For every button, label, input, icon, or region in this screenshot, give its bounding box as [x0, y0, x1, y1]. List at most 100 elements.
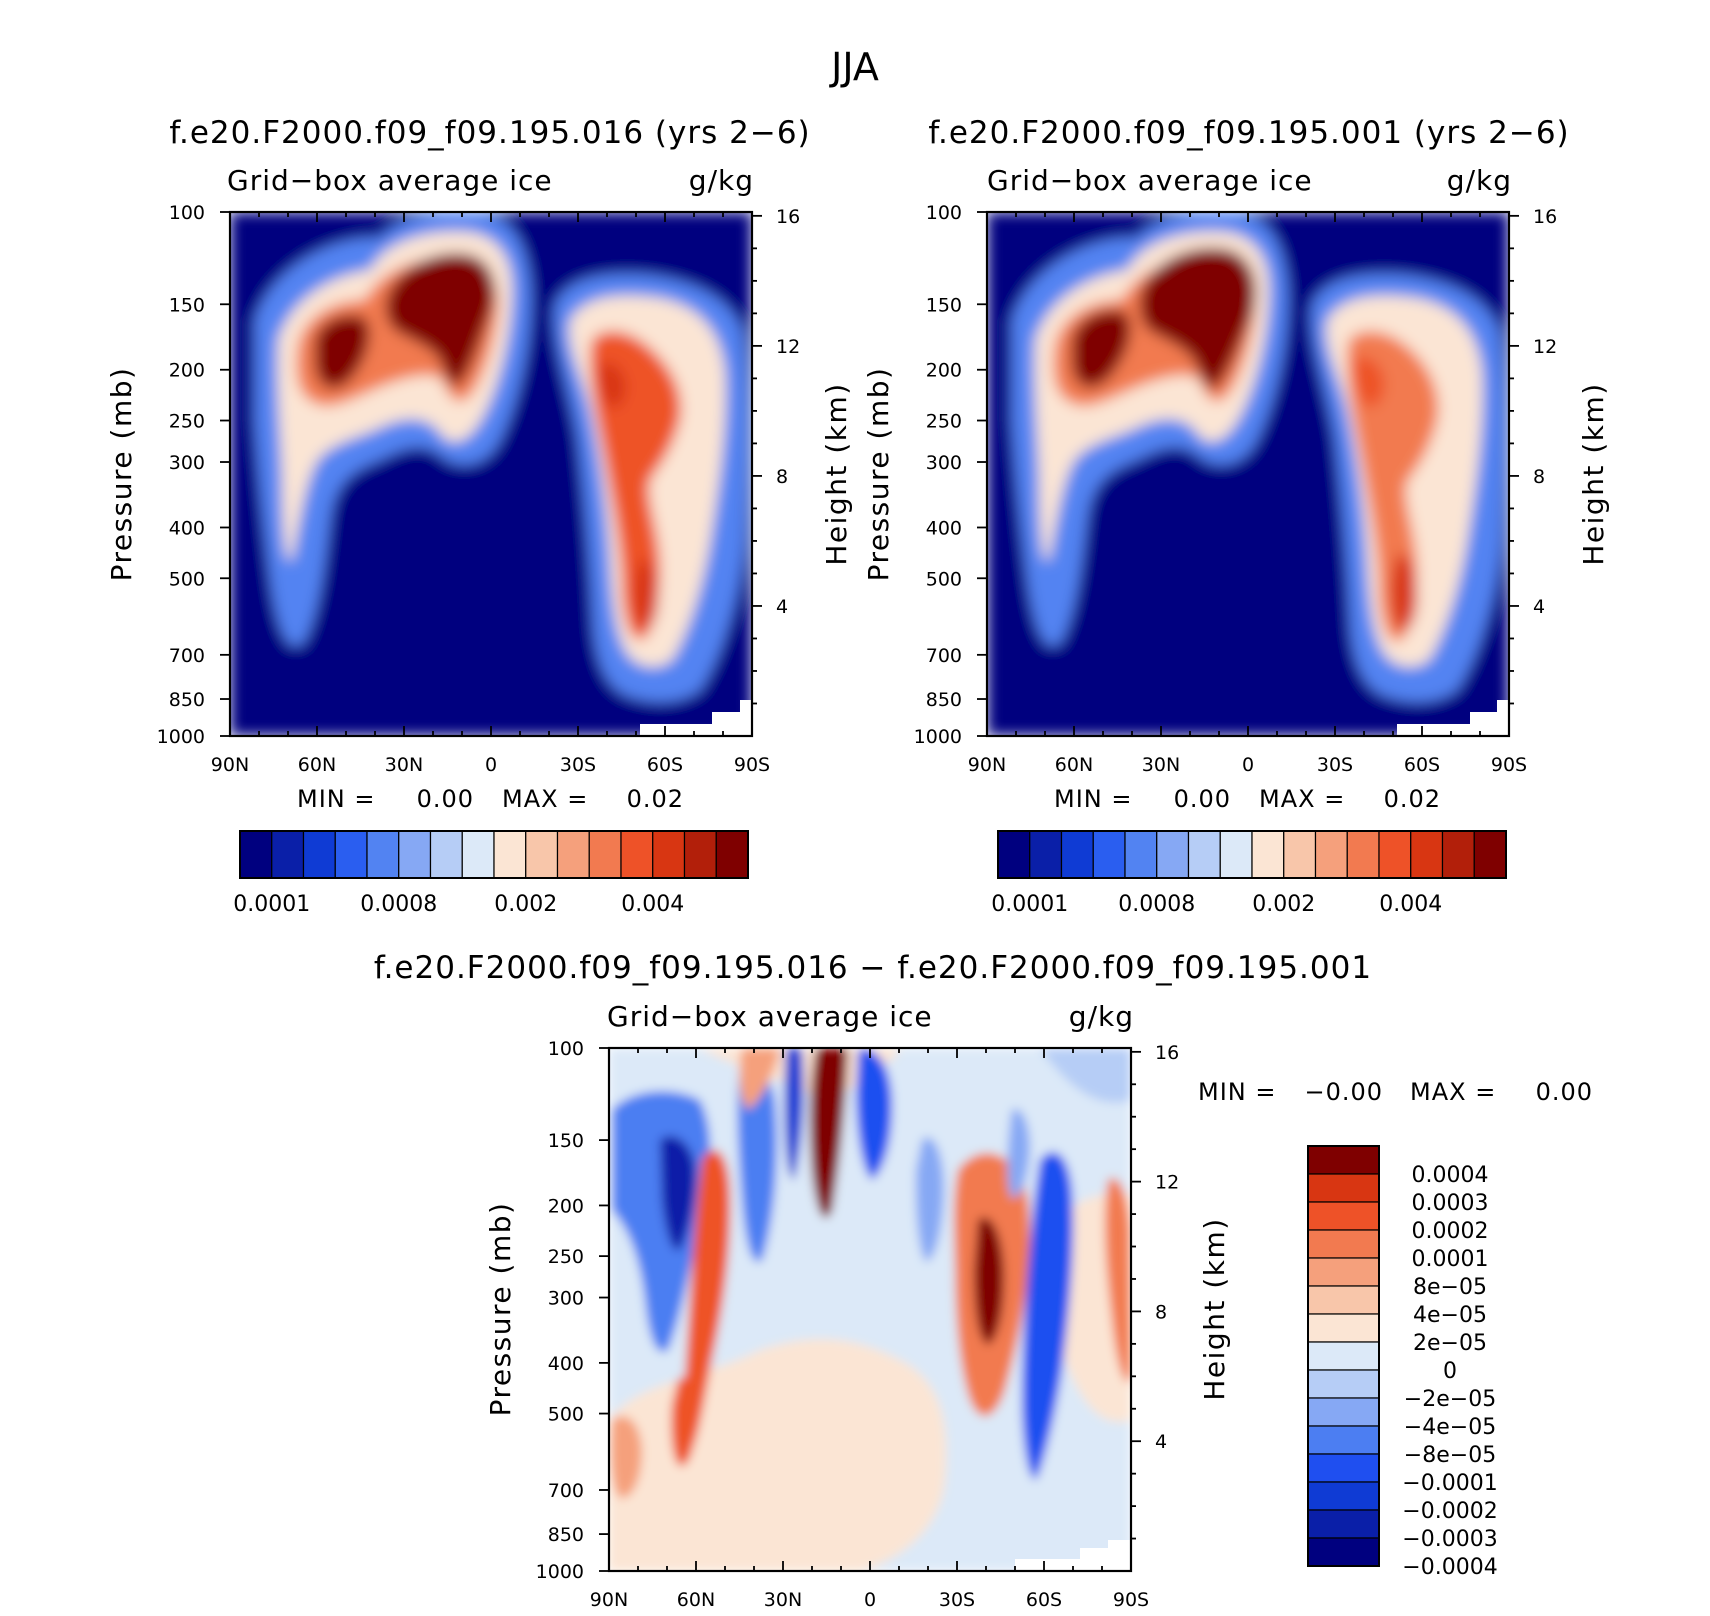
- colorbar-bin: [1060, 830, 1094, 879]
- y-right-tick-label: 8: [1533, 466, 1545, 488]
- y-tick-label: 700: [548, 1480, 584, 1502]
- colorbar-bin: [1314, 830, 1348, 879]
- panel-diff-title: f.e20.F2000.f09_f09.195.016 − f.e20.F200…: [374, 950, 1372, 986]
- colorbar-bin: [997, 830, 1031, 879]
- y-tick-label: 400: [169, 517, 205, 539]
- y-tick-label: 850: [926, 689, 962, 711]
- colorbar-bin: [398, 830, 432, 879]
- colorbar-bin: [1092, 830, 1126, 879]
- x-tick-label: 60S: [1404, 754, 1440, 776]
- x-tick-label: 90N: [590, 1589, 628, 1611]
- colorbar-label: −2e−05: [1404, 1387, 1496, 1412]
- field-contour-sh-inner: [589, 331, 681, 640]
- colorbar-bin: [1378, 830, 1412, 879]
- max-value: 0.00: [1536, 1078, 1593, 1106]
- colorbar-bin: [588, 830, 622, 879]
- max-label: MAX =: [1259, 785, 1345, 813]
- panel-left-title: f.e20.F2000.f09_f09.195.016 (yrs 2−6): [169, 115, 810, 151]
- panel-left-colorbar: 0.0001 0.0008 0.002 0.004: [233, 830, 749, 917]
- panel-diff-ylabel-right: Height (km): [1198, 1217, 1231, 1400]
- panel-diff-axes: 90N 60N 30N 0 30S 60S 90S 100 150 200 250 300 400 500…: [536, 1038, 1180, 1611]
- field-negative-nh-mid-core: [784, 1048, 804, 1180]
- field-missing-data: [1397, 700, 1509, 736]
- colorbar-frame: [997, 830, 1507, 879]
- y-tick-label: 150: [548, 1130, 584, 1152]
- panel-left-variable: Grid−box average ice: [227, 164, 553, 197]
- y-right-tick-label: 16: [776, 206, 800, 228]
- y-tick-label: 300: [548, 1288, 584, 1310]
- colorbar-label: −0.0004: [1402, 1555, 1497, 1580]
- field-negative-nh-core: [660, 1136, 696, 1251]
- x-tick-label: 0: [485, 754, 497, 776]
- panel-diff-ylabel: Pressure (mb): [484, 1202, 517, 1417]
- y-tick-label: 850: [169, 689, 205, 711]
- colorbar-bin: [1124, 830, 1158, 879]
- x-tick-label: 90S: [1491, 754, 1527, 776]
- min-label: MIN =: [297, 785, 375, 813]
- field-contour-sh-inner: [1346, 331, 1439, 642]
- colorbar-label: 8e−05: [1413, 1275, 1487, 1300]
- y-tick-label: 200: [548, 1195, 584, 1217]
- colorbar-label: 0.0003: [1412, 1191, 1489, 1216]
- colorbar-bin: [1307, 1285, 1380, 1315]
- max-value: 0.02: [1384, 785, 1441, 813]
- colorbar-label: 0.0002: [1412, 1219, 1489, 1244]
- x-tick-label: 60N: [1055, 754, 1093, 776]
- y-tick-label: 250: [548, 1246, 584, 1268]
- colorbar-bin: [1473, 830, 1507, 879]
- panel-left-units: g/kg: [689, 164, 754, 197]
- colorbar-bin: [461, 830, 495, 879]
- colorbar-bin: [683, 830, 717, 879]
- y-right-tick-label: 16: [1155, 1042, 1179, 1064]
- y-tick-label: 200: [926, 360, 962, 382]
- panel-right: f.e20.F2000.f09_f09.195.001 (yrs 2−6) Gr…: [862, 115, 1610, 917]
- colorbar-bin: [1307, 1425, 1380, 1455]
- y-tick-label: 400: [548, 1353, 584, 1375]
- panel-right-colorbar: 0.0001 0.0008 0.002 0.004: [991, 830, 1507, 917]
- field-positive-nh-north: [739, 1048, 780, 1110]
- colorbar-label: 0.0008: [1118, 892, 1195, 917]
- min-value: 0.00: [417, 785, 474, 813]
- panel-diff-field: [609, 1048, 1131, 1571]
- y-tick-label: 700: [169, 645, 205, 667]
- x-tick-label: 60S: [1026, 1589, 1062, 1611]
- colorbar-bin: [1307, 1397, 1380, 1427]
- field-positive-nh-lower: [671, 1377, 696, 1467]
- panel-right-variable: Grid−box average ice: [987, 164, 1313, 197]
- y-tick-label: 850: [548, 1524, 584, 1546]
- colorbar-label: 0.0004: [1412, 1163, 1489, 1188]
- y-right-tick-label: 8: [1155, 1301, 1167, 1323]
- x-tick-label: 60N: [677, 1589, 715, 1611]
- y-tick-label: 300: [169, 452, 205, 474]
- colorbar-label: 0.0008: [360, 892, 437, 917]
- colorbar-label: 0.0001: [233, 892, 310, 917]
- field-negative-tropics-band: [915, 1137, 944, 1262]
- y-right-tick-label: 4: [1533, 596, 1545, 618]
- y-right-tick-label: 8: [776, 466, 788, 488]
- colorbar-bin: [493, 830, 527, 879]
- x-tick-label: 90N: [211, 754, 249, 776]
- colorbar-bin: [1307, 1453, 1380, 1483]
- colorbar-bin: [1307, 1509, 1380, 1539]
- y-right-tick-label: 12: [776, 336, 800, 358]
- colorbar-bin: [1029, 830, 1063, 879]
- colorbar-bin: [1219, 830, 1253, 879]
- y-right-tick-label: 16: [1533, 206, 1557, 228]
- colorbar-bin: [239, 830, 273, 879]
- y-tick-label: 700: [926, 645, 962, 667]
- colorbar-bin: [334, 830, 368, 879]
- min-value: 0.00: [1174, 785, 1231, 813]
- y-right-tick-label: 4: [776, 596, 788, 618]
- field-negative-sh: [1022, 1152, 1074, 1480]
- panel-diff-colorbar: 0.0004 0.0003 0.0002 0.0001 8e−05 4e−05 2e−05 0…: [1307, 1145, 1498, 1580]
- colorbar-bin: [1187, 830, 1221, 879]
- y-tick-label: 150: [169, 294, 205, 316]
- field-max-sh-upper: [599, 362, 626, 409]
- x-tick-label: 90N: [968, 754, 1006, 776]
- x-tick-label: 30S: [1317, 754, 1353, 776]
- field-positive-sh-core: [974, 1217, 1005, 1345]
- colorbar-label: 0.002: [1252, 892, 1315, 917]
- colorbar-bin: [525, 830, 559, 879]
- field-max-sh-lower: [1391, 554, 1417, 631]
- y-tick-label: 1000: [914, 726, 962, 748]
